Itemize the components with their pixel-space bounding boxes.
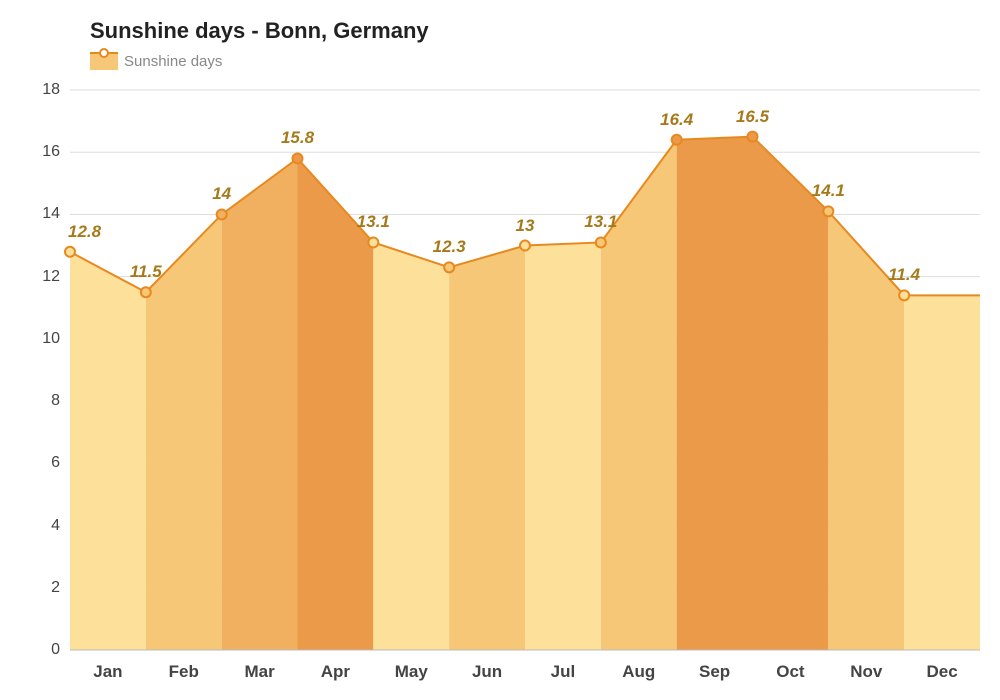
data-marker xyxy=(823,206,833,216)
data-label: 13 xyxy=(516,216,535,236)
data-marker xyxy=(899,290,909,300)
y-axis-label: 2 xyxy=(51,579,60,597)
data-marker xyxy=(748,132,758,142)
y-axis-label: 12 xyxy=(42,268,60,286)
area-band xyxy=(70,252,146,650)
y-axis-label: 10 xyxy=(42,330,60,348)
y-axis-label: 18 xyxy=(42,81,60,99)
legend-label: Sunshine days xyxy=(124,53,222,70)
area-band xyxy=(525,242,601,650)
x-axis-label: Aug xyxy=(622,662,655,682)
data-marker xyxy=(65,247,75,257)
x-axis-label: May xyxy=(395,662,428,682)
data-label: 12.8 xyxy=(68,222,101,242)
chart-title: Sunshine days - Bonn, Germany xyxy=(90,18,429,44)
sunshine-chart: Sunshine days - Bonn, Germany Sunshine d… xyxy=(0,0,1000,700)
y-axis-label: 16 xyxy=(42,143,60,161)
legend-swatch xyxy=(90,52,118,70)
y-axis-label: 14 xyxy=(42,205,60,223)
area-band xyxy=(904,295,980,650)
data-label: 14 xyxy=(212,184,231,204)
y-axis-label: 8 xyxy=(51,392,60,410)
data-label: 16.4 xyxy=(660,110,693,130)
x-axis-label: Apr xyxy=(321,662,350,682)
y-axis-label: 0 xyxy=(51,641,60,659)
data-marker xyxy=(368,237,378,247)
data-marker xyxy=(672,135,682,145)
x-axis-label: Mar xyxy=(244,662,274,682)
legend-marker-icon xyxy=(99,48,109,58)
data-label: 16.5 xyxy=(736,107,769,127)
area-band xyxy=(222,158,298,650)
data-label: 14.1 xyxy=(812,181,845,201)
x-axis-label: Dec xyxy=(926,662,957,682)
area-band xyxy=(677,137,753,650)
data-label: 15.8 xyxy=(281,128,314,148)
x-axis-label: Feb xyxy=(169,662,199,682)
data-label: 12.3 xyxy=(433,237,466,257)
x-axis-label: Oct xyxy=(776,662,804,682)
chart-legend: Sunshine days xyxy=(90,52,222,70)
chart-svg xyxy=(70,90,980,650)
data-label: 13.1 xyxy=(357,212,390,232)
data-marker xyxy=(141,287,151,297)
data-label: 11.4 xyxy=(888,265,920,285)
data-marker xyxy=(293,153,303,163)
data-marker xyxy=(444,262,454,272)
x-axis-label: Sep xyxy=(699,662,730,682)
x-axis-label: Nov xyxy=(850,662,882,682)
y-axis-label: 4 xyxy=(51,517,60,535)
data-label: 11.5 xyxy=(130,262,162,282)
data-marker xyxy=(217,209,227,219)
data-marker xyxy=(596,237,606,247)
x-axis-label: Jul xyxy=(551,662,576,682)
data-marker xyxy=(520,241,530,251)
x-axis-label: Jun xyxy=(472,662,502,682)
plot-area xyxy=(70,90,980,650)
y-axis-label: 6 xyxy=(51,454,60,472)
x-axis-label: Jan xyxy=(93,662,122,682)
area-band xyxy=(753,137,829,650)
data-label: 13.1 xyxy=(584,212,617,232)
area-band xyxy=(373,242,449,650)
area-band xyxy=(449,246,525,650)
